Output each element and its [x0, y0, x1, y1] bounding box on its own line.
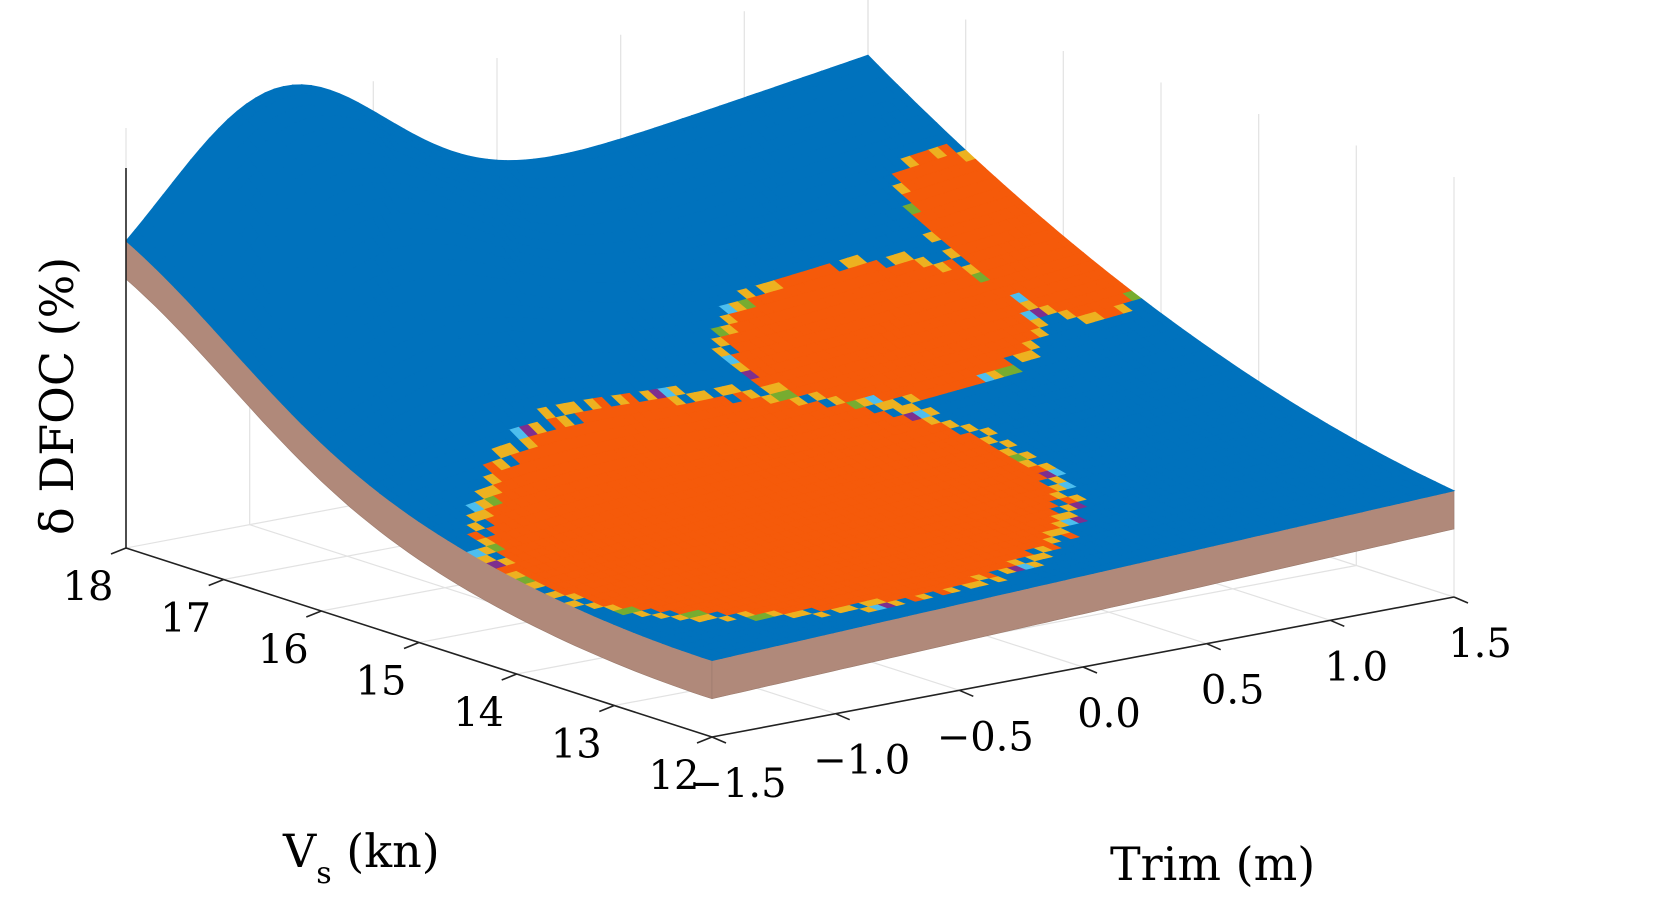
y-axis-title-main: V [282, 824, 317, 878]
x-tick-label-0: −1.5 [689, 761, 786, 807]
y-tick-mark-6 [110, 547, 127, 555]
x-tick-label-3: 0.0 [1077, 691, 1141, 737]
y-tick-mark-5 [208, 578, 224, 587]
y-tick-label-3: 15 [356, 659, 407, 705]
x-tick-mark-0 [711, 736, 727, 744]
x-tick-label-2: −0.5 [937, 714, 1034, 760]
ticks-layer: −1.5 −1.0 −0.5 0.0 0.5 1.0 1.5 12 13 14 15 16 17 18 [63, 547, 1512, 807]
y-tick-mark-1 [599, 704, 615, 713]
x-axis-title: Trim (m) [1110, 837, 1315, 891]
x-tick-label-6: 1.5 [1448, 621, 1512, 667]
y-axis-title: Vs (kn) [282, 824, 440, 891]
x-tick-mark-5 [1329, 619, 1345, 628]
y-tick-mark-4 [306, 610, 322, 618]
x-tick-mark-4 [1206, 642, 1222, 651]
x-tick-mark-2 [958, 689, 974, 698]
y-tick-label-5: 17 [160, 596, 211, 642]
x-tick-mark-1 [835, 712, 851, 721]
y-tick-label-1: 13 [551, 722, 602, 768]
surface-layer [125, 54, 1456, 700]
y-tick-label-2: 14 [453, 690, 504, 736]
x-tick-label-5: 1.0 [1324, 644, 1388, 690]
surface-patch [700, 654, 723, 661]
y-tick-mark-3 [403, 641, 420, 650]
x-tick-mark-6 [1453, 596, 1469, 604]
y-tick-label-6: 18 [63, 564, 114, 610]
x-tick-label-1: −1.0 [813, 738, 910, 784]
x-tick-label-4: 0.5 [1201, 668, 1265, 714]
x-tick-mark-3 [1082, 666, 1098, 674]
y-axis-title-subscript: s [316, 856, 331, 891]
z-axis-title: δ DFOC (%) [30, 257, 84, 535]
y-tick-label-0: 12 [649, 753, 700, 799]
y-tick-label-4: 16 [258, 627, 309, 673]
y-tick-mark-2 [501, 673, 517, 681]
y-tick-mark-0 [696, 736, 713, 744]
y-axis-title-unit: (kn) [332, 824, 440, 878]
